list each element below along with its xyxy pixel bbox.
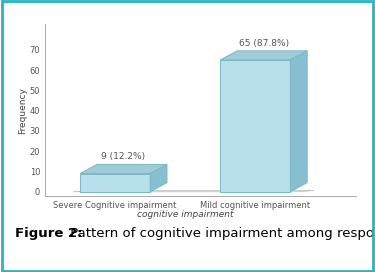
Polygon shape: [150, 164, 167, 192]
Bar: [80, 174, 150, 192]
Text: Figure 2:: Figure 2:: [15, 227, 82, 240]
Polygon shape: [73, 190, 314, 192]
Polygon shape: [220, 51, 307, 60]
Y-axis label: Frequency: Frequency: [18, 87, 27, 134]
Text: 9 (12.2%): 9 (12.2%): [102, 152, 146, 161]
Bar: [220, 60, 290, 192]
Polygon shape: [80, 164, 167, 174]
Text: cognitive impairment: cognitive impairment: [137, 210, 234, 219]
Polygon shape: [290, 51, 307, 192]
Text: Pattern of cognitive impairment among respondents: Pattern of cognitive impairment among re…: [66, 227, 375, 240]
Text: 65 (87.8%): 65 (87.8%): [238, 39, 289, 48]
